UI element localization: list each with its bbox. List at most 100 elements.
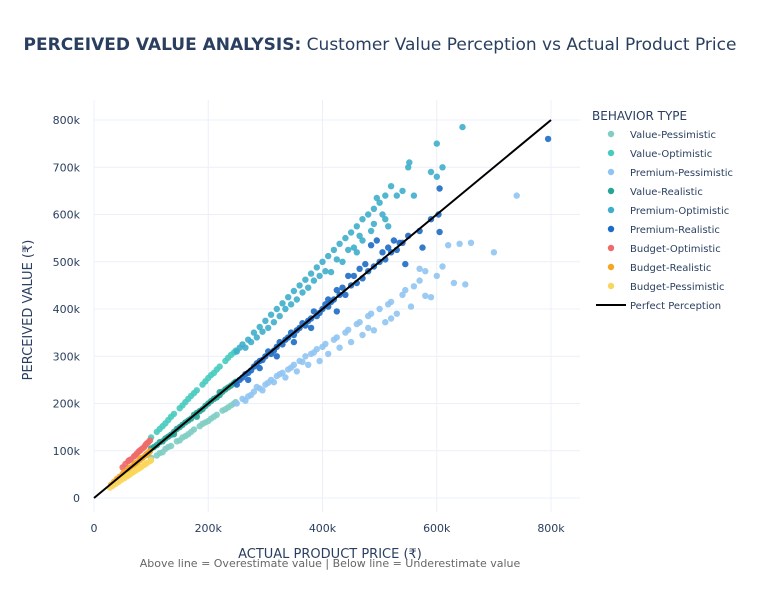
data-point [433,140,440,147]
data-point [356,319,363,326]
x-axis-title: ACTUAL PRODUCT PRICE (₹) [238,547,422,562]
data-point [393,310,400,317]
data-point [362,260,369,268]
data-point [250,329,258,336]
data-point [165,443,172,451]
data-point [273,353,280,360]
data-point [325,252,332,260]
data-point [325,296,332,303]
legend-marker [607,225,615,233]
data-point [202,378,209,385]
legend-item: Premium-Realistic [607,225,720,236]
data-point [365,324,372,332]
data-point [393,192,400,199]
data-point [456,240,463,247]
data-point [410,192,418,199]
data-point [367,242,375,249]
data-point [410,283,418,290]
data-point [310,277,318,284]
data-point [185,395,192,402]
data-point [245,376,252,384]
data-point [433,173,440,180]
data-point [416,265,423,272]
data-point [350,272,358,280]
legend-label: Perfect Perception [630,301,721,312]
data-point [267,311,275,318]
data-point [167,413,175,420]
data-point [310,308,318,315]
y-tick-label: 200k [53,398,81,411]
data-point [233,400,240,407]
data-point [462,281,469,288]
data-point [367,227,375,235]
data-point [356,232,363,239]
data-point [325,350,332,358]
data-point [407,303,415,310]
data-point [225,354,232,361]
data-point [333,308,340,315]
series-value-pessimistic [147,398,239,461]
data-point [427,168,435,176]
data-point [290,287,298,295]
data-point [342,291,349,298]
y-tick-label: 600k [53,209,81,222]
legend-title: BEHAVIOR TYPE [592,109,687,123]
data-point [182,432,189,440]
data-point [387,183,395,190]
data-point [439,164,446,171]
legend-label: Value-Optimistic [630,149,712,160]
data-point [406,159,413,166]
data-point [190,389,198,397]
data-point [333,256,340,263]
data-point [405,164,412,171]
chart-title: PERCEIVED VALUE ANALYSIS: Customer Value… [24,35,737,55]
data-point [305,361,312,368]
data-point [253,334,260,341]
data-point [282,305,289,313]
legend-item: Budget-Pessimistic [607,282,725,293]
data-point [227,402,235,409]
data-point [307,324,315,332]
data-point [382,216,389,223]
data-point [199,420,206,427]
data-point [270,379,278,386]
data-point [390,237,398,244]
data-point [282,374,289,381]
data-point [416,277,423,284]
data-point [247,338,255,346]
data-point [302,353,309,360]
legend-marker [607,149,615,157]
data-point [336,344,343,351]
data-point [242,344,249,351]
data-point [210,413,218,420]
series-budget-pessimistic [106,457,155,491]
data-point [333,286,340,294]
data-point [259,387,266,394]
y-tick-label: 0 [73,492,80,505]
data-point [142,460,149,468]
legend-label: Premium-Pessimistic [630,168,733,179]
annotation-note: Above line = Overestimate value | Below … [140,557,521,570]
data-point [347,338,355,346]
y-tick-label: 500k [53,256,81,269]
data-point [205,417,212,425]
data-point [490,249,498,256]
data-point [222,406,229,413]
data-point [136,464,143,471]
legend-item: Perfect Perception [596,301,721,312]
data-point [135,448,142,455]
data-point [125,472,132,479]
legend-item: Premium-Pessimistic [607,168,733,179]
data-point [370,205,378,212]
data-point [187,428,195,436]
data-point [379,211,386,218]
data-point [350,244,358,251]
legend-item: Value-Optimistic [607,149,712,160]
data-point [467,239,475,246]
data-point [316,357,323,365]
data-point [279,300,286,307]
data-point [276,371,283,378]
legend-label: Budget-Realistic [630,263,711,274]
data-point [310,349,318,356]
data-point [370,327,378,334]
